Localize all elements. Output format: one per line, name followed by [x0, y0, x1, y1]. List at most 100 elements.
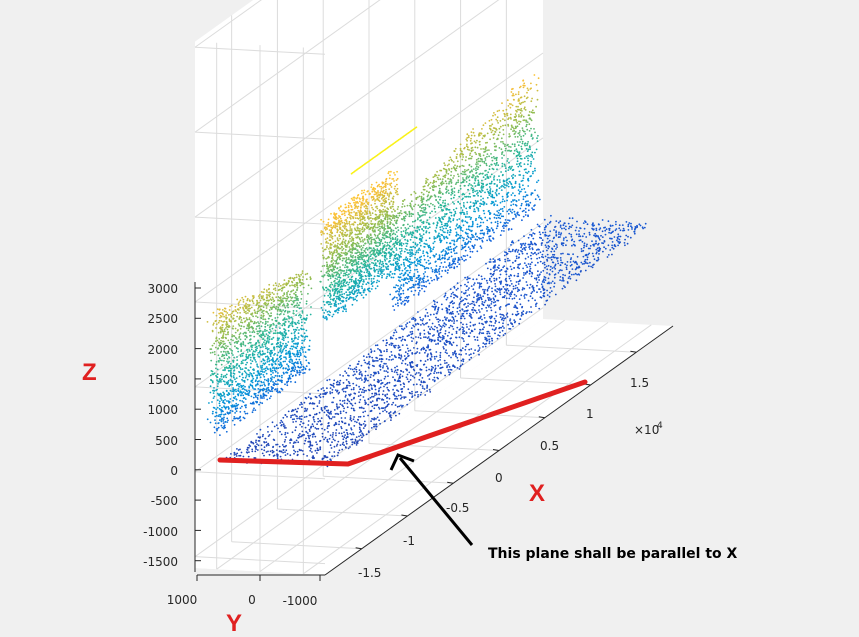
point [496, 290, 498, 293]
point [472, 324, 475, 326]
point [386, 258, 388, 260]
point [271, 351, 273, 354]
point [624, 238, 626, 241]
point [483, 277, 486, 280]
point [222, 333, 225, 335]
point [390, 416, 393, 419]
point [232, 327, 234, 330]
point [248, 385, 251, 388]
point [439, 351, 442, 354]
point [305, 409, 308, 412]
point [340, 280, 343, 283]
point [512, 288, 515, 290]
point [240, 368, 242, 371]
point [236, 312, 239, 314]
point [284, 383, 286, 386]
point [295, 295, 297, 297]
point [418, 352, 421, 354]
point [233, 397, 236, 400]
point [298, 433, 301, 435]
point [241, 352, 243, 355]
point [373, 417, 376, 419]
point [547, 247, 550, 250]
point [265, 320, 267, 323]
point [220, 320, 223, 322]
point [267, 431, 269, 433]
point [376, 268, 378, 271]
point [564, 286, 566, 289]
point [258, 327, 261, 330]
point [235, 453, 237, 456]
point [315, 428, 318, 430]
point [217, 354, 220, 357]
point [294, 374, 297, 377]
point [241, 296, 244, 299]
point [345, 437, 347, 440]
point [321, 432, 324, 435]
point [339, 374, 341, 376]
point [527, 299, 530, 302]
point [603, 240, 606, 243]
point [551, 240, 554, 243]
point [435, 351, 438, 353]
point [377, 406, 380, 409]
point [248, 307, 250, 310]
point [381, 213, 384, 216]
point [336, 237, 339, 240]
point [541, 255, 543, 258]
point [329, 277, 332, 280]
point [281, 374, 283, 377]
point [417, 394, 419, 396]
point [250, 348, 253, 351]
point [280, 352, 283, 354]
point [297, 336, 300, 338]
point [268, 309, 271, 311]
point [623, 242, 626, 244]
point [360, 294, 363, 296]
point [248, 389, 250, 392]
point [231, 335, 234, 338]
point [591, 227, 593, 230]
point [239, 415, 242, 418]
point [399, 376, 402, 379]
point [474, 309, 477, 312]
point [378, 387, 381, 390]
point [494, 311, 497, 314]
point [636, 225, 638, 228]
point [441, 326, 443, 328]
point [534, 243, 537, 245]
point [473, 284, 475, 286]
point [223, 357, 226, 360]
point [498, 258, 501, 260]
point [349, 432, 352, 435]
point [287, 306, 289, 309]
point [281, 287, 284, 290]
point [244, 310, 247, 313]
point [267, 321, 269, 323]
point [488, 285, 491, 288]
point [217, 341, 220, 344]
point [258, 437, 261, 439]
point [338, 420, 341, 423]
point [375, 356, 378, 359]
point [371, 356, 374, 359]
point [216, 339, 219, 342]
point [359, 398, 362, 401]
point [323, 428, 326, 431]
point [537, 270, 539, 273]
point [308, 446, 310, 448]
point [276, 310, 279, 312]
point [240, 345, 243, 348]
point [539, 251, 542, 254]
point [562, 273, 564, 276]
point [505, 280, 508, 283]
point [312, 432, 315, 435]
point [267, 380, 270, 383]
point [299, 278, 301, 281]
point [300, 307, 302, 309]
point [518, 289, 521, 292]
point [324, 405, 327, 408]
point [209, 352, 212, 354]
point [466, 312, 468, 315]
